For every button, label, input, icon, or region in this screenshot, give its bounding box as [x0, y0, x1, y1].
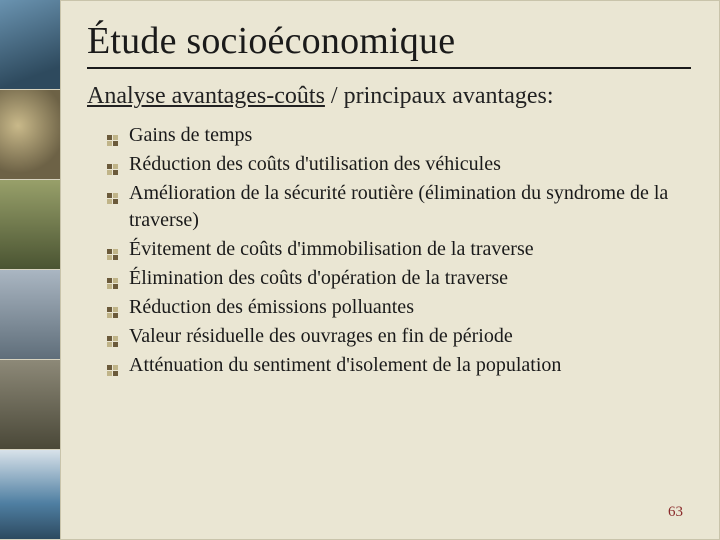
bullet-text: Amélioration de la sécurité routière (él… [129, 182, 668, 231]
bullet-icon [107, 242, 119, 254]
subtitle-underlined: Analyse avantages-coûts [87, 83, 325, 109]
bullet-list: Gains de temps Réduction des coûts d'uti… [87, 122, 691, 379]
sidebar-thumb [0, 90, 60, 180]
slide-title: Étude socioéconomique [87, 19, 691, 69]
list-item: Valeur résiduelle des ouvrages en fin de… [107, 323, 691, 350]
bullet-text: Réduction des émissions polluantes [129, 296, 414, 318]
bullet-icon [107, 358, 119, 370]
subtitle-rest: / principaux avantages: [325, 83, 554, 109]
list-item: Élimination des coûts d'opération de la … [107, 265, 691, 292]
bullet-text: Gains de temps [129, 124, 252, 146]
list-item: Gains de temps [107, 122, 691, 149]
bullet-text: Atténuation du sentiment d'isolement de … [129, 354, 561, 376]
list-item: Évitement de coûts d'immobilisation de l… [107, 236, 691, 263]
sidebar-thumb [0, 450, 60, 540]
list-item: Atténuation du sentiment d'isolement de … [107, 352, 691, 379]
list-item: Amélioration de la sécurité routière (él… [107, 180, 691, 234]
bullet-text: Évitement de coûts d'immobilisation de l… [129, 238, 534, 260]
bullet-icon [107, 157, 119, 169]
sidebar-thumbnails [0, 0, 60, 540]
bullet-text: Valeur résiduelle des ouvrages en fin de… [129, 325, 513, 347]
bullet-icon [107, 128, 119, 140]
sidebar-thumb [0, 0, 60, 90]
slide-subtitle: Analyse avantages-coûts / principaux ava… [87, 83, 691, 110]
page-number: 63 [668, 504, 683, 521]
bullet-icon [107, 271, 119, 283]
bullet-icon [107, 329, 119, 341]
slide-body: Étude socioéconomique Analyse avantages-… [60, 0, 720, 540]
list-item: Réduction des émissions polluantes [107, 294, 691, 321]
bullet-text: Réduction des coûts d'utilisation des vé… [129, 153, 501, 175]
bullet-icon [107, 186, 119, 198]
bullet-text: Élimination des coûts d'opération de la … [129, 267, 508, 289]
sidebar-thumb [0, 360, 60, 450]
list-item: Réduction des coûts d'utilisation des vé… [107, 151, 691, 178]
sidebar-thumb [0, 270, 60, 360]
bullet-icon [107, 300, 119, 312]
sidebar-thumb [0, 180, 60, 270]
